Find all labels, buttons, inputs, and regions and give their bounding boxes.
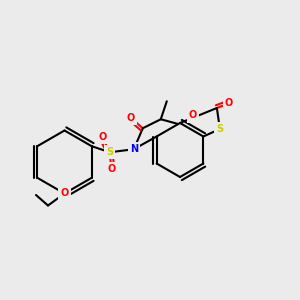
Text: O: O: [98, 132, 106, 142]
Text: O: O: [60, 188, 69, 199]
Text: O: O: [225, 98, 233, 109]
Text: N: N: [130, 144, 138, 154]
Text: S: S: [106, 147, 113, 157]
Text: O: O: [189, 110, 197, 121]
Text: S: S: [216, 124, 224, 134]
Text: O: O: [127, 113, 135, 123]
Text: O: O: [107, 164, 116, 174]
